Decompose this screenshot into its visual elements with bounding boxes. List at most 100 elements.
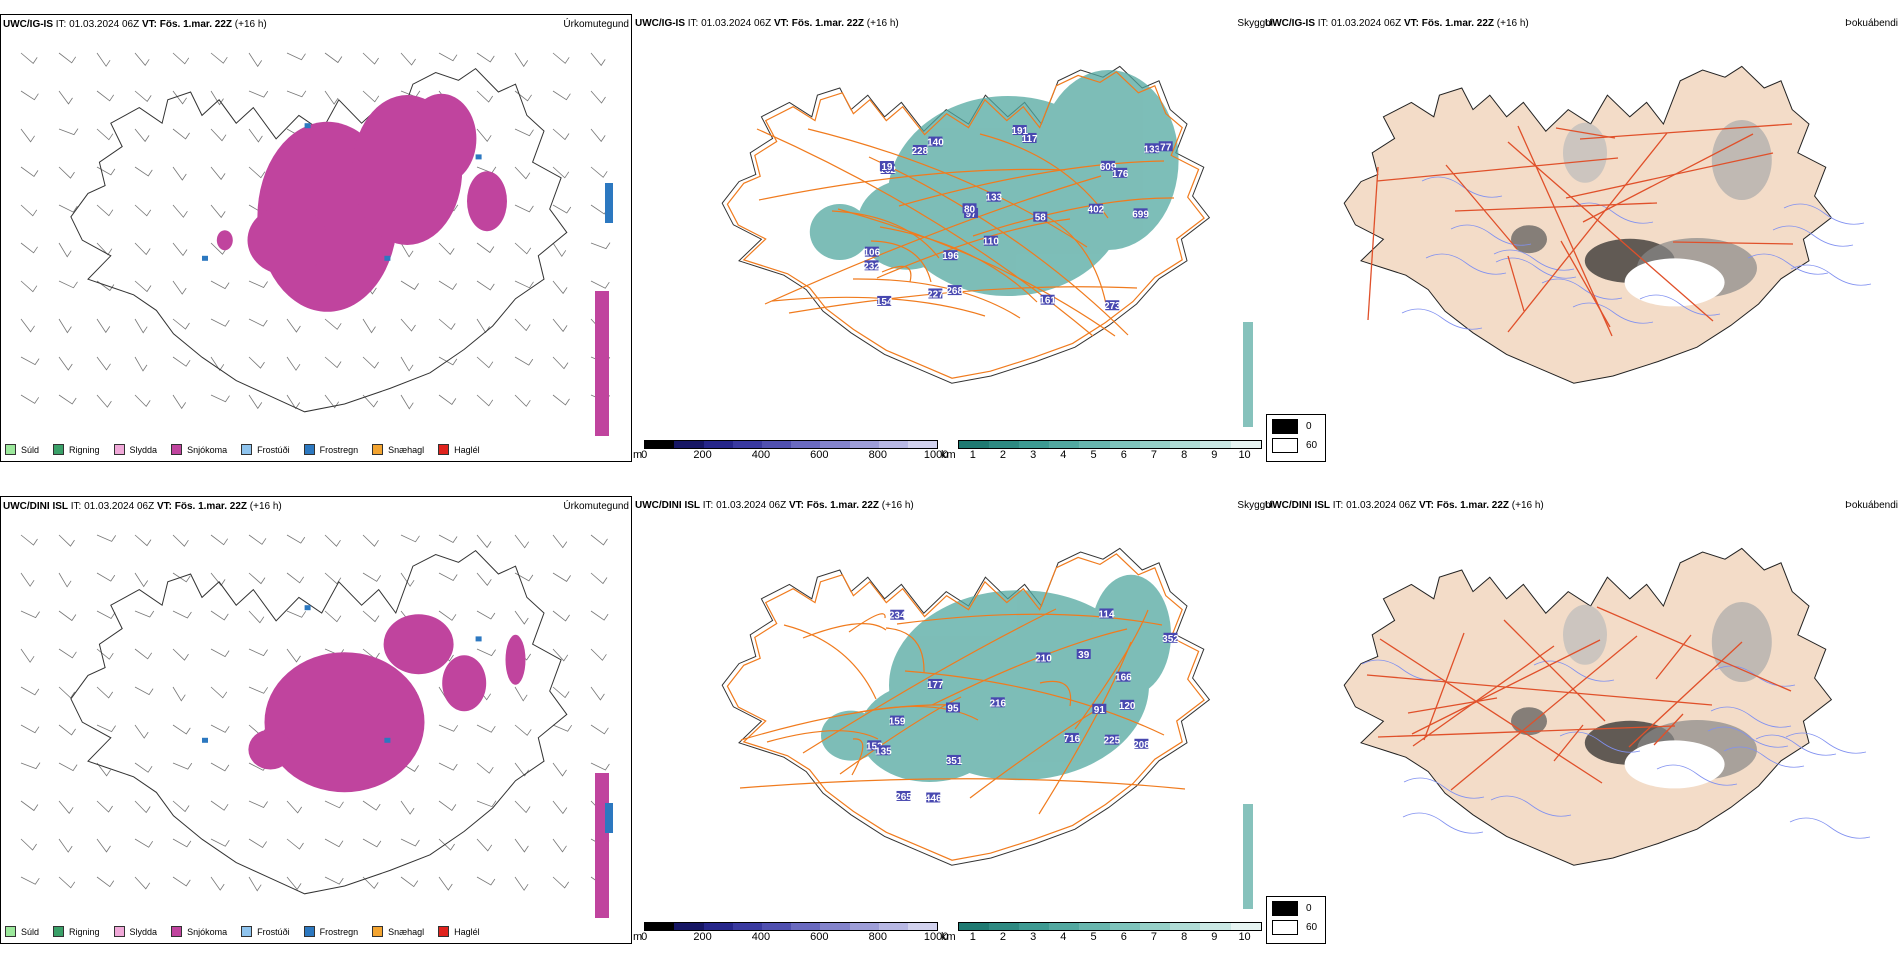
colorbar-swatch bbox=[674, 923, 704, 930]
height-label: 268 bbox=[946, 286, 963, 297]
forecast-row: UWC/DINI ISL IT: 01.03.2024 06Z VT: Fös.… bbox=[0, 496, 1900, 966]
height-label: 208 bbox=[1133, 740, 1150, 751]
height-label: 154 bbox=[876, 297, 893, 308]
height-label: 110 bbox=[983, 237, 1000, 248]
colorbar-tick: 800 bbox=[868, 931, 887, 943]
label-patch bbox=[1040, 294, 1055, 305]
road-network bbox=[1367, 123, 1794, 337]
colorbar-swatch bbox=[761, 923, 792, 930]
fog-index-panel: UWC/IG-IS IT: 01.03.2024 06Z VT: Fös. 1.… bbox=[1265, 14, 1900, 414]
legend-label: Frostúði bbox=[257, 444, 290, 455]
precip-legend-item: Haglél bbox=[438, 926, 480, 937]
colorbar-swatch bbox=[1079, 923, 1110, 930]
height-label: 120 bbox=[1119, 701, 1136, 712]
label-patch bbox=[943, 250, 958, 261]
legend-swatch bbox=[438, 444, 450, 455]
height-label: 232 bbox=[863, 261, 880, 272]
visibility-unit: km bbox=[941, 449, 956, 461]
legend-swatch bbox=[113, 926, 125, 937]
colorbar-tick: 400 bbox=[751, 931, 771, 943]
legend-label: Frostúði bbox=[257, 926, 290, 937]
colorbar-swatch bbox=[849, 923, 879, 930]
label-patch bbox=[877, 295, 892, 306]
lead-time: (+16 h) bbox=[881, 500, 914, 511]
low-visibility-areas bbox=[809, 70, 1179, 296]
glacier bbox=[1624, 258, 1725, 307]
height-colorbar-ticks: 0 200 400 600 800 1000 bbox=[641, 931, 948, 943]
colorbar-swatch bbox=[820, 441, 850, 448]
legend-label: Frostregn bbox=[319, 926, 359, 937]
label-patch bbox=[1033, 211, 1048, 222]
rivers bbox=[1401, 176, 1872, 330]
label-patch bbox=[912, 144, 927, 155]
colorbar-tick: 0 bbox=[641, 449, 648, 461]
height-label: 234 bbox=[889, 611, 906, 622]
colorbar-swatch bbox=[1049, 923, 1080, 930]
height-label: 133 bbox=[1143, 144, 1160, 155]
label-patch bbox=[1133, 208, 1148, 219]
offshore-fog-band bbox=[1243, 804, 1253, 909]
offshore-snow-bands bbox=[595, 183, 613, 436]
height-colorbar: m 0 200 400 600 800 1000 bbox=[633, 922, 948, 943]
it-label: IT: bbox=[702, 500, 714, 511]
height-label: 58 bbox=[1035, 213, 1047, 224]
fog-legend-swatch bbox=[1272, 901, 1298, 916]
label-patch bbox=[1113, 167, 1128, 178]
model-name: UWC/DINI ISL bbox=[635, 500, 700, 511]
visibility-colorbar-ticks: 1 2 3 4 5 6 7 8 9 10 bbox=[958, 449, 1260, 461]
precip-map bbox=[20, 52, 613, 436]
height-label: 177 bbox=[927, 680, 944, 691]
legend-label: Slydda bbox=[129, 926, 158, 937]
colorbar-swatch bbox=[988, 441, 1020, 448]
vt-value: Fös. 1.mar. 22Z bbox=[1436, 500, 1510, 511]
legend-swatch bbox=[113, 444, 125, 455]
colorbar-tick: 7 bbox=[1150, 449, 1158, 461]
fog-panel-header: UWC/DINI ISL IT: 01.03.2024 06Z VT: Fös.… bbox=[1265, 500, 1544, 511]
colorbar-swatch bbox=[761, 441, 792, 448]
label-patch bbox=[1120, 699, 1135, 710]
colorbar-tick: 400 bbox=[751, 449, 771, 461]
visibility-panel-title: Skyggni bbox=[1237, 500, 1273, 511]
it-label: IT: bbox=[1332, 500, 1344, 511]
lead-time: (+16 h) bbox=[1496, 18, 1529, 29]
forecast-row: UWC/IG-IS IT: 01.03.2024 06Z VT: Fös. 1.… bbox=[0, 14, 1900, 484]
label-patch bbox=[962, 203, 977, 214]
height-label: 159 bbox=[889, 717, 906, 728]
snowfall-areas bbox=[248, 614, 526, 793]
colorbar-swatch bbox=[1200, 923, 1231, 930]
height-label: 225 bbox=[1103, 736, 1120, 747]
label-patch bbox=[928, 678, 943, 689]
height-label: 352 bbox=[1162, 634, 1179, 645]
vt-value: Fös. 1.mar. 22Z bbox=[806, 500, 880, 511]
colorbar-tick: 10 bbox=[1238, 931, 1251, 943]
height-label: 227 bbox=[927, 289, 944, 300]
height-label: 161 bbox=[1039, 296, 1056, 307]
label-patch bbox=[1163, 632, 1178, 643]
label-patch bbox=[864, 246, 879, 257]
low-visibility-areas bbox=[821, 574, 1171, 782]
visibility-panel-header: UWC/DINI ISL IT: 01.03.2024 06Z VT: Fös.… bbox=[635, 500, 914, 511]
label-patch bbox=[1088, 203, 1103, 214]
vt-value: Fös. 1.mar. 22Z bbox=[159, 19, 233, 30]
snowfall-areas bbox=[216, 93, 507, 312]
legend-label: Slydda bbox=[129, 444, 158, 455]
it-label: IT: bbox=[70, 501, 82, 512]
freezing-precip-spots bbox=[202, 123, 482, 261]
colorbar-swatch bbox=[732, 923, 762, 930]
visibility-panel-title: Skyggni bbox=[1237, 18, 1273, 29]
road-network bbox=[726, 553, 1205, 861]
precip-legend-item: Haglél bbox=[438, 444, 480, 455]
fog-legend-item: 0 bbox=[1272, 419, 1325, 434]
label-patch bbox=[1099, 608, 1114, 619]
road-network bbox=[1366, 606, 1792, 791]
label-patch bbox=[1105, 300, 1120, 311]
colorbar-swatch bbox=[1170, 923, 1201, 930]
colorbar-swatch bbox=[1139, 923, 1171, 930]
colorbar-tick: 6 bbox=[1120, 449, 1127, 461]
fog-legend: 0 60 bbox=[1266, 414, 1326, 462]
label-patch bbox=[1116, 671, 1131, 682]
offshore-fog-band bbox=[1243, 322, 1253, 427]
label-patch bbox=[1134, 738, 1149, 749]
precip-legend-item: Snæhagl bbox=[372, 444, 424, 455]
precip-legend-item: Snjókoma bbox=[171, 926, 227, 937]
